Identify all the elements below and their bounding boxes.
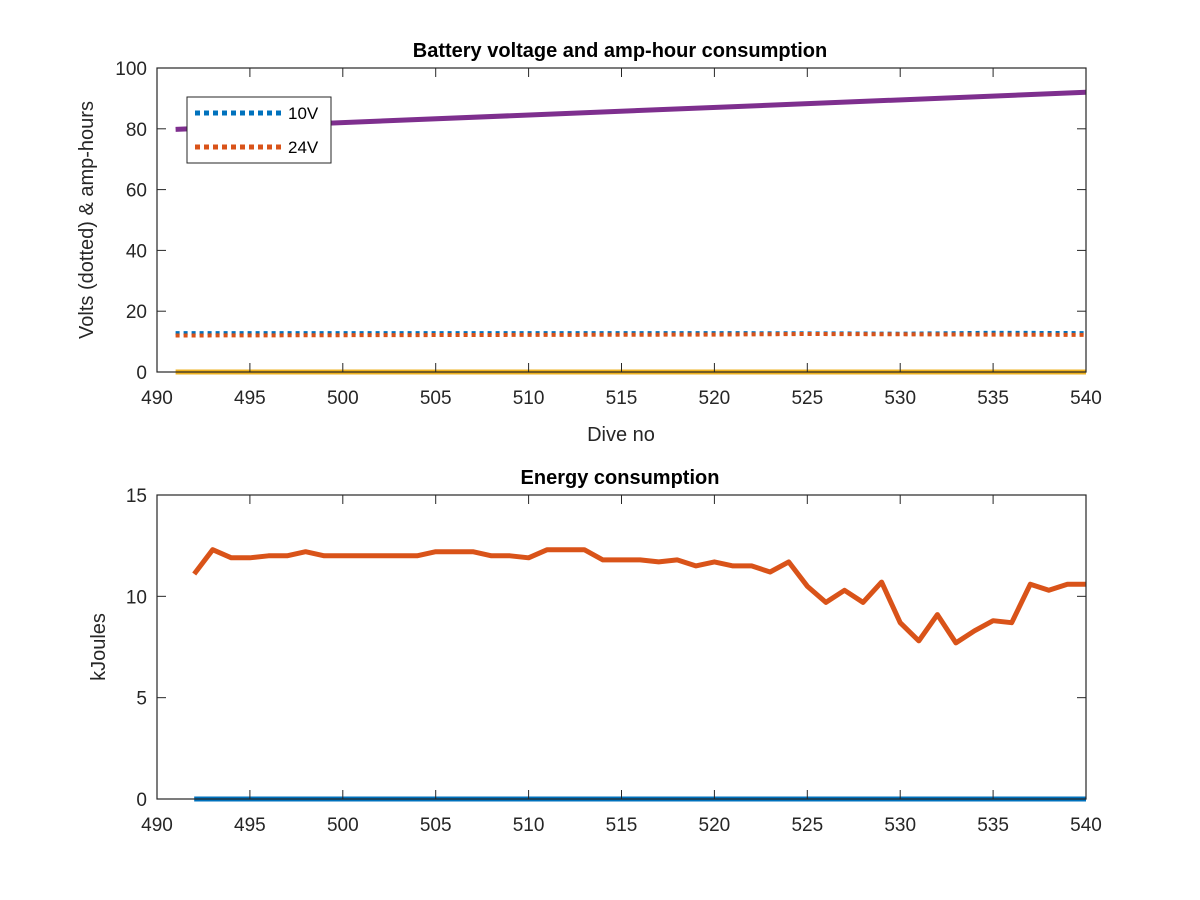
voltage-plot-y-tick-label: 0 xyxy=(136,363,147,384)
voltage-plot-x-tick-label: 535 xyxy=(977,388,1009,409)
voltage-plot-x-tick-label: 515 xyxy=(606,388,638,409)
voltage-plot-y-tick-label: 100 xyxy=(115,59,147,80)
energy-plot-x-tick-label: 540 xyxy=(1070,815,1102,836)
energy-plot-y-ticks: 0 5 10 15 xyxy=(126,486,1086,811)
energy-plot-x-ticks: 490 495 500 505 510 515 520 525 530 535 540 xyxy=(141,495,1102,836)
energy-plot-x-tick-label: 525 xyxy=(791,815,823,836)
voltage-plot-x-tick-label: 500 xyxy=(327,388,359,409)
voltage-plot-x-tick-label: 530 xyxy=(884,388,916,409)
voltage-plot-x-tick-label: 540 xyxy=(1070,388,1102,409)
energy-plot-title: Energy consumption xyxy=(521,467,720,489)
legend-box xyxy=(186,96,332,164)
voltage-plot-y-label: Volts (dotted) & amp-hours xyxy=(76,101,98,339)
energy-plot-y-tick-label: 0 xyxy=(136,790,147,811)
energy-plot-y-tick-label: 15 xyxy=(126,486,147,507)
energy-plot-x-tick-label: 520 xyxy=(699,815,731,836)
voltage-plot-y-ticks: 0 20 40 60 80 100 xyxy=(115,59,1086,384)
voltage-plot-x-tick-label: 520 xyxy=(699,388,731,409)
energy-plot-y-label: kJoules xyxy=(88,613,110,681)
voltage-plot-y-tick-label: 60 xyxy=(126,181,147,202)
voltage-plot-x-ticks: 490 495 500 505 510 515 520 525 530 535 540 xyxy=(141,68,1102,409)
energy-plot-x-tick-label: 535 xyxy=(977,815,1009,836)
voltage-plot: Battery voltage and amp-hour consumption… xyxy=(76,40,1102,446)
energy-plot-x-tick-label: 490 xyxy=(141,815,173,836)
energy-plot: Energy consumption 490 495 500 505 510 515 520… xyxy=(88,467,1102,836)
voltage-plot-series-24v-line xyxy=(175,332,1087,338)
energy-plot-x-tick-label: 505 xyxy=(420,815,452,836)
voltage-plot-x-tick-label: 490 xyxy=(141,388,173,409)
voltage-plot-x-tick-label: 510 xyxy=(513,388,545,409)
voltage-plot-title: Battery voltage and amp-hour consumption xyxy=(413,40,827,62)
voltage-plot-y-tick-label: 40 xyxy=(126,241,147,262)
voltage-plot-x-tick-label: 495 xyxy=(234,388,266,409)
energy-plot-y-tick-label: 5 xyxy=(136,689,147,710)
energy-plot-x-tick-label: 510 xyxy=(513,815,545,836)
energy-plot-x-tick-label: 500 xyxy=(327,815,359,836)
voltage-plot-legend: 10V 24V xyxy=(186,96,332,164)
energy-plot-y-tick-label: 10 xyxy=(126,587,147,608)
voltage-plot-y-tick-label: 20 xyxy=(126,302,147,323)
energy-plot-series-0-line xyxy=(192,547,1086,646)
legend-10v-label: 10V xyxy=(288,104,319,123)
voltage-plot-x-tick-label: 525 xyxy=(791,388,823,409)
legend-24v-label: 24V xyxy=(288,138,319,157)
voltage-plot-x-tick-label: 505 xyxy=(420,388,452,409)
voltage-plot-y-tick-label: 80 xyxy=(126,120,147,141)
energy-plot-x-tick-label: 495 xyxy=(234,815,266,836)
voltage-plot-x-label: Dive no xyxy=(587,424,655,446)
energy-plot-x-tick-label: 530 xyxy=(884,815,916,836)
energy-plot-x-tick-label: 515 xyxy=(606,815,638,836)
